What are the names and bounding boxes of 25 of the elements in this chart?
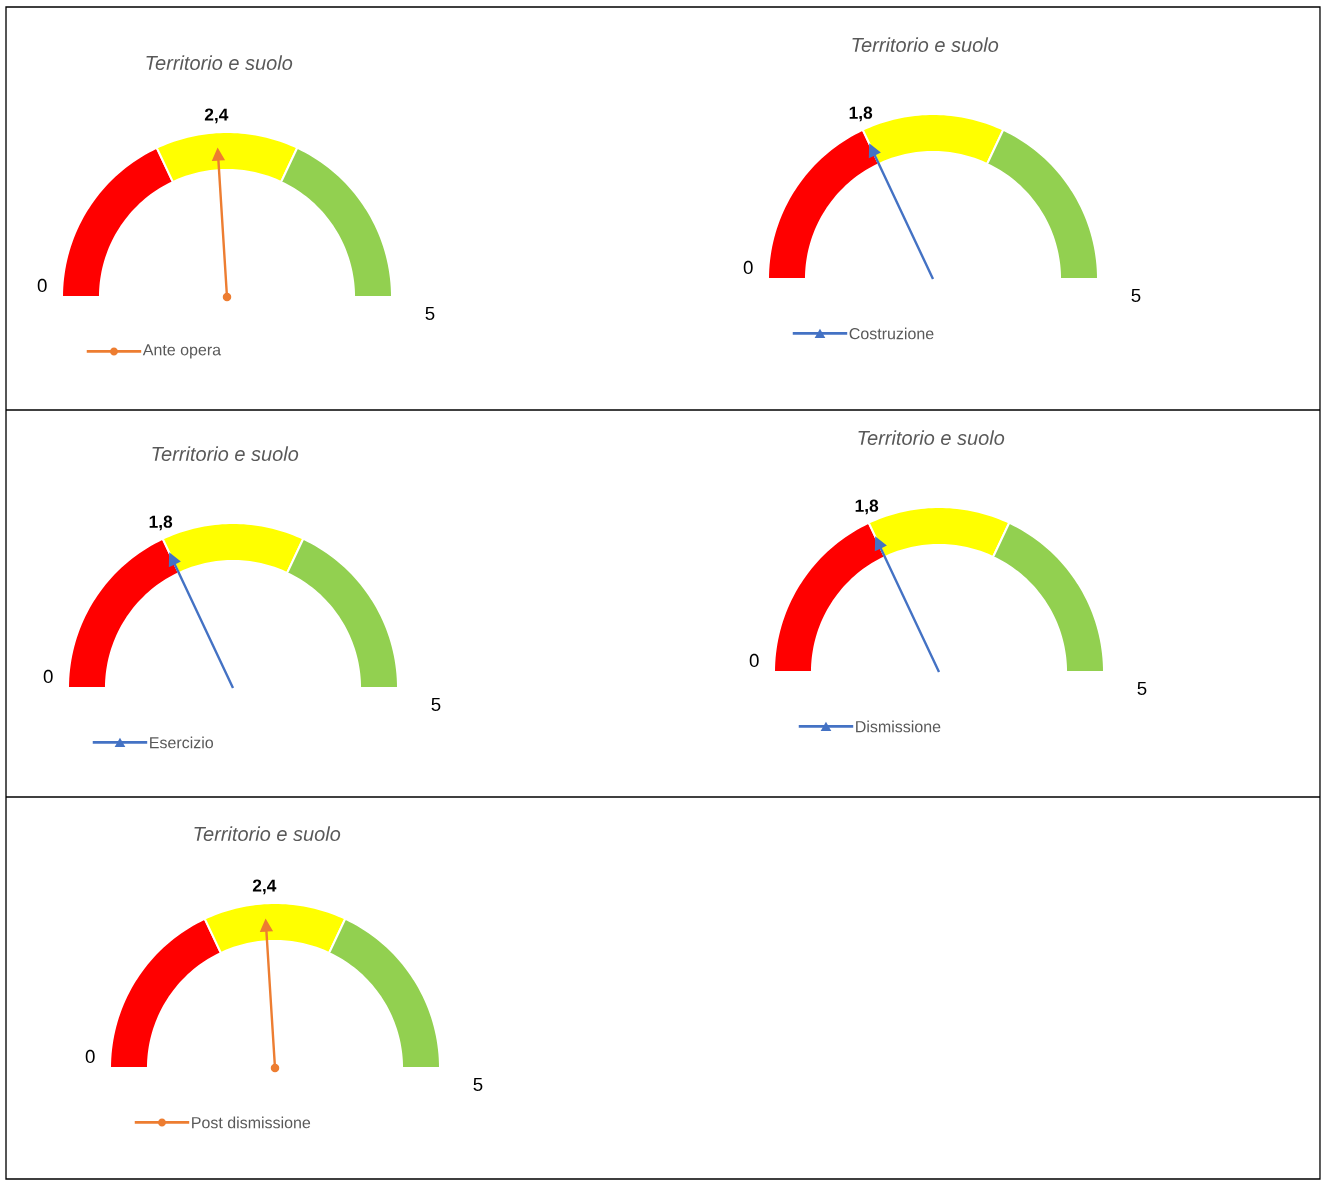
chart-title: Territorio e suolo <box>152 446 299 462</box>
text: 5 <box>1131 288 1141 303</box>
text: Dismissione <box>856 720 941 733</box>
text: Ante opera <box>142 344 222 359</box>
text: 5 <box>1137 681 1147 696</box>
text: 1,8 <box>855 499 879 515</box>
chart-title: Territorio e suolo <box>194 826 341 842</box>
text: 1,8 <box>849 106 873 122</box>
text: 5 <box>473 1077 483 1092</box>
text: 2,4 <box>204 108 229 124</box>
text: 0 <box>743 260 753 275</box>
text: 5 <box>425 306 435 321</box>
text: 2,4 <box>252 879 277 895</box>
text: 0 <box>85 1049 95 1064</box>
text: Post dismissione <box>192 1116 311 1129</box>
text: 5 <box>431 697 441 712</box>
chart-title: Territorio e suolo <box>858 430 1005 446</box>
chart-title: Territorio e suolo <box>146 55 293 71</box>
text: 1,8 <box>149 515 173 531</box>
text: Esercizio <box>150 736 214 749</box>
text: Costruzione <box>849 327 934 340</box>
text: 0 <box>37 278 47 293</box>
text: 0 <box>749 653 759 668</box>
chart-title: Territorio e suolo <box>852 37 999 53</box>
text: 0 <box>43 669 53 684</box>
